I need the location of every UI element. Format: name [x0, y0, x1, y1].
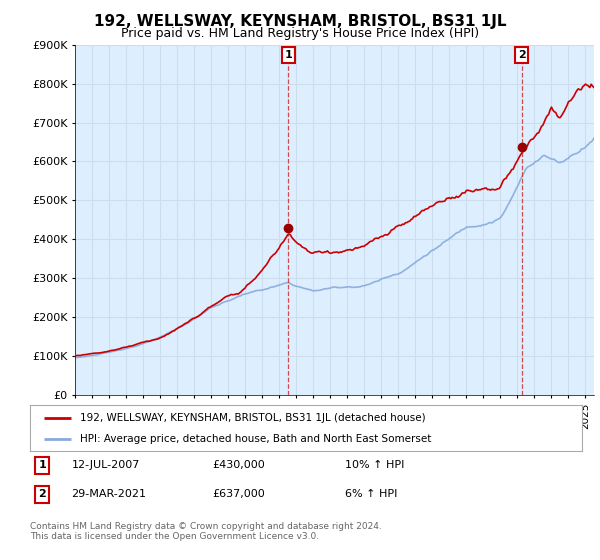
Text: 1: 1: [284, 50, 292, 60]
Text: £430,000: £430,000: [212, 460, 265, 470]
Text: 192, WELLSWAY, KEYNSHAM, BRISTOL, BS31 1JL: 192, WELLSWAY, KEYNSHAM, BRISTOL, BS31 1…: [94, 14, 506, 29]
Text: 12-JUL-2007: 12-JUL-2007: [71, 460, 140, 470]
Text: 2: 2: [518, 50, 526, 60]
Text: 1: 1: [38, 460, 46, 470]
Text: Price paid vs. HM Land Registry's House Price Index (HPI): Price paid vs. HM Land Registry's House …: [121, 27, 479, 40]
Text: 10% ↑ HPI: 10% ↑ HPI: [344, 460, 404, 470]
Text: £637,000: £637,000: [212, 489, 265, 500]
Text: 192, WELLSWAY, KEYNSHAM, BRISTOL, BS31 1JL (detached house): 192, WELLSWAY, KEYNSHAM, BRISTOL, BS31 1…: [80, 413, 425, 423]
Text: 2: 2: [38, 489, 46, 500]
Text: 29-MAR-2021: 29-MAR-2021: [71, 489, 146, 500]
Text: 6% ↑ HPI: 6% ↑ HPI: [344, 489, 397, 500]
Text: HPI: Average price, detached house, Bath and North East Somerset: HPI: Average price, detached house, Bath…: [80, 434, 431, 444]
Text: Contains HM Land Registry data © Crown copyright and database right 2024.
This d: Contains HM Land Registry data © Crown c…: [30, 522, 382, 542]
